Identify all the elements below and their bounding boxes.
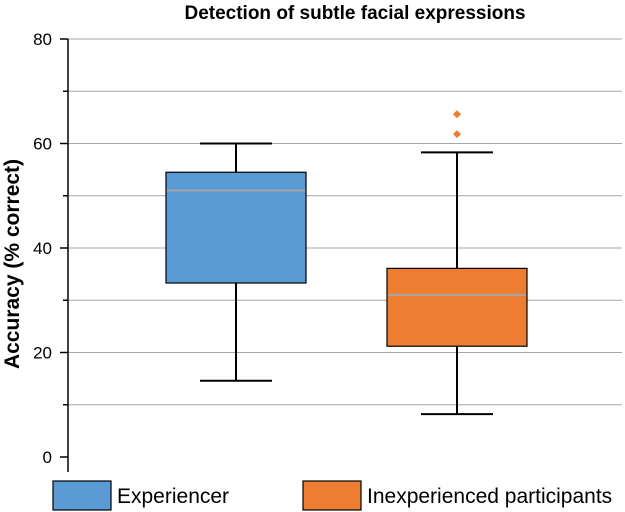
legend-swatch	[302, 480, 362, 511]
outlier-point	[453, 110, 461, 119]
legend-item-1: Experiencer	[52, 480, 229, 511]
chart-title: Detection of subtle facial expressions	[184, 3, 525, 24]
box-1	[165, 142, 307, 382]
outlier-point	[453, 130, 461, 139]
y-tick-label: 60	[33, 135, 52, 154]
y-tick-label: 40	[33, 239, 52, 258]
y-tick-label: 80	[33, 30, 52, 49]
y-tick-label: 0	[43, 448, 52, 467]
legend-item-2: Inexperienced participants	[302, 480, 612, 511]
iqr-box	[386, 267, 528, 347]
legend-label: Experiencer	[117, 485, 229, 508]
box-2	[386, 110, 528, 416]
iqr-box	[165, 171, 307, 284]
legend-swatch	[52, 480, 112, 511]
legend: Experiencer Inexperienced participants	[52, 480, 612, 511]
y-axis: 0 20 40 60 80	[33, 30, 69, 472]
y-axis-label: Accuracy (% correct)	[1, 159, 24, 369]
gridlines	[68, 38, 622, 406]
y-tick-label: 20	[33, 344, 52, 363]
boxes	[165, 110, 528, 416]
legend-label: Inexperienced participants	[367, 485, 612, 508]
